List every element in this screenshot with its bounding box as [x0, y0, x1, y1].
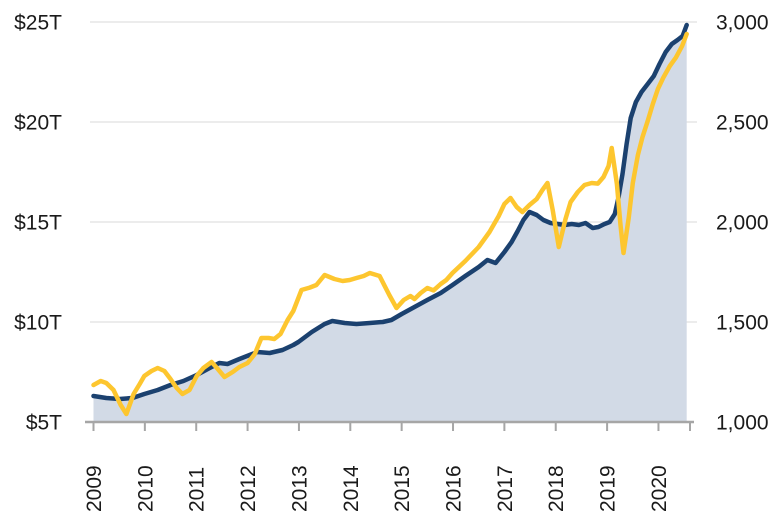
x-axis-tick-label: 2013 — [288, 465, 311, 512]
gold-line — [91, 31, 689, 417]
x-axis-tick-label: 2010 — [134, 465, 157, 512]
right-axis-tick-label: 3,000 — [716, 12, 769, 35]
right-axis-tick-label: 1,000 — [716, 412, 769, 435]
left-axis-tick-label: $25T — [14, 12, 62, 35]
x-axis-tick-label: 2009 — [83, 465, 106, 512]
x-axis-tick-label: 2019 — [597, 465, 620, 512]
right-axis-tick-label: 1,500 — [716, 312, 769, 335]
x-axis-tick-label: 2017 — [494, 465, 517, 512]
x-axis-tick-label: 2015 — [391, 465, 414, 512]
left-axis-tick-label: $15T — [14, 212, 62, 235]
x-axis-tick-label: 2016 — [443, 465, 466, 512]
navy-line — [91, 22, 689, 402]
x-axis-tick-label: 2011 — [186, 467, 209, 512]
left-axis-tick-label: $20T — [14, 112, 62, 135]
left-axis-tick-label: $10T — [14, 312, 62, 335]
x-axis-tick-label: 2014 — [340, 465, 363, 512]
right-axis-tick-label: 2,000 — [716, 212, 769, 235]
x-axis-tick-label: 2018 — [545, 465, 568, 512]
x-axis-tick-label: 2020 — [648, 465, 671, 512]
navy-area-fill — [93, 25, 687, 422]
right-axis-tick-label: 2,500 — [716, 112, 769, 135]
left-axis-tick-label: $5T — [26, 412, 62, 435]
x-axis-tick-label: 2012 — [237, 465, 260, 512]
